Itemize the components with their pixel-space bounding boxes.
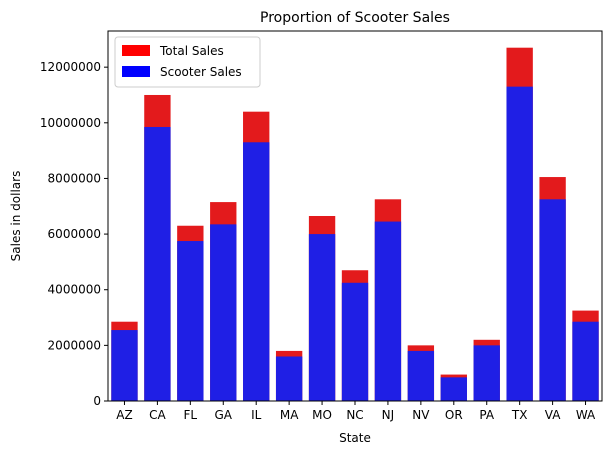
- x-tick-label-fl: FL: [184, 408, 198, 422]
- x-tick-label-mo: MO: [312, 408, 332, 422]
- x-tick-label-nc: NC: [346, 408, 363, 422]
- bar-scooter-az: [111, 330, 138, 401]
- x-axis-label: State: [339, 431, 371, 445]
- legend-box: [114, 36, 261, 88]
- bar-scooter-nv: [407, 350, 435, 401]
- bar-scooter-nj: [374, 221, 402, 401]
- x-tick-label-va: VA: [545, 408, 561, 422]
- y-tick-label: 6000000: [48, 227, 101, 241]
- x-tick-label-nv: NV: [412, 408, 430, 422]
- bar-scooter-tx: [506, 86, 533, 401]
- legend-label-total: Total Sales: [159, 44, 224, 58]
- legend-swatch-total: [122, 45, 150, 56]
- x-tick-label-ma: MA: [280, 408, 299, 422]
- bar-scooter-wa: [572, 321, 599, 401]
- x-tick-label-az: AZ: [116, 408, 132, 422]
- x-tick-label-nj: NJ: [382, 408, 395, 422]
- x-tick-label-il: IL: [251, 408, 262, 422]
- y-tick-label: 12000000: [40, 60, 101, 74]
- bar-scooter-va: [539, 199, 566, 401]
- chart-title: Proportion of Scooter Sales: [260, 10, 450, 26]
- bar-scooter-or: [440, 377, 467, 401]
- bar-scooter-ga: [210, 224, 237, 401]
- y-tick-label: 4000000: [48, 283, 101, 297]
- y-tick-label: 0: [93, 394, 101, 408]
- legend-label-scooter: Scooter Sales: [160, 65, 242, 79]
- x-tick-label-tx: TX: [511, 408, 528, 422]
- x-tick-label-ga: GA: [215, 408, 233, 422]
- bar-scooter-pa: [473, 345, 500, 401]
- legend: Total Sales Scooter Sales: [114, 36, 261, 88]
- y-tick-label: 8000000: [48, 171, 101, 185]
- bar-scooter-ca: [144, 126, 171, 401]
- bar-scooter-ma: [275, 356, 303, 401]
- bar-scooter-nc: [341, 282, 369, 401]
- y-tick-label: 2000000: [48, 338, 101, 352]
- bar-scooter-il: [243, 142, 270, 401]
- x-tick-label-wa: WA: [576, 408, 596, 422]
- legend-swatch-scooter: [122, 66, 150, 77]
- x-axis: AZ CA FL GA IL MA MO NC NJ NV OR PA TX VA WA: [116, 401, 596, 422]
- y-axis-label: Sales in dollars: [9, 171, 23, 262]
- bars-group: [111, 47, 599, 402]
- y-axis: 0 2000000 4000000 6000000 8000000 10000000 120…: [40, 60, 108, 408]
- x-tick-label-or: OR: [445, 408, 463, 422]
- bar-scooter-fl: [177, 241, 204, 401]
- x-tick-label-ca: CA: [149, 408, 166, 422]
- y-tick-label: 10000000: [40, 116, 101, 130]
- bar-scooter-mo: [308, 234, 336, 401]
- x-tick-label-pa: PA: [479, 408, 494, 422]
